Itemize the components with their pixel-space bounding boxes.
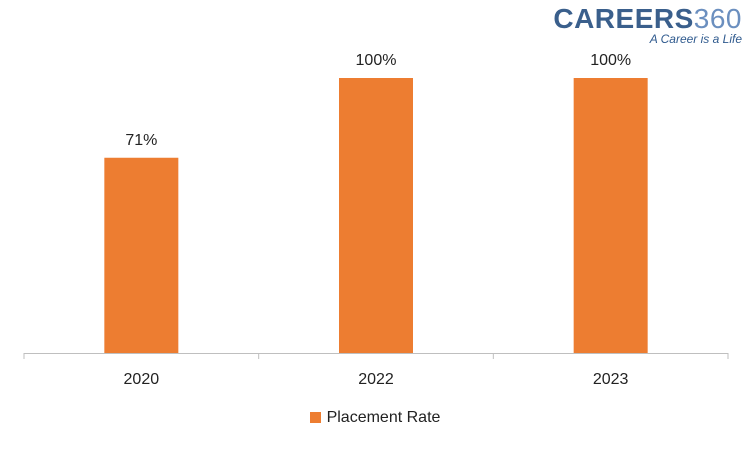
chart-legend: Placement Rate	[0, 409, 750, 427]
bar-2022	[339, 78, 413, 353]
bars-layer	[104, 78, 648, 353]
x-tick-label-2022: 2022	[358, 371, 394, 388]
x-tick-label-2020: 2020	[124, 371, 160, 388]
legend-label: Placement Rate	[326, 409, 441, 426]
data-label-2020: 71%	[125, 132, 157, 149]
data-label-2022: 100%	[356, 52, 397, 69]
data-labels-layer: 71% 100% 100%	[125, 52, 631, 149]
bar-2023	[573, 78, 648, 353]
data-label-2023: 100%	[590, 52, 631, 69]
brand-tagline: A Career is a Life	[649, 32, 742, 46]
brand-logo: CAREERS360 A Career is a Life	[553, 4, 742, 47]
bar-2020	[104, 157, 179, 353]
x-axis: 2020 2022 2023	[23, 353, 729, 388]
brand-logo-wordmark: CAREERS360	[553, 4, 742, 34]
x-tick-label-2023: 2023	[593, 371, 629, 388]
brand-number: 360	[693, 3, 742, 34]
legend-swatch	[309, 412, 321, 423]
brand-name: CAREERS	[553, 3, 694, 34]
